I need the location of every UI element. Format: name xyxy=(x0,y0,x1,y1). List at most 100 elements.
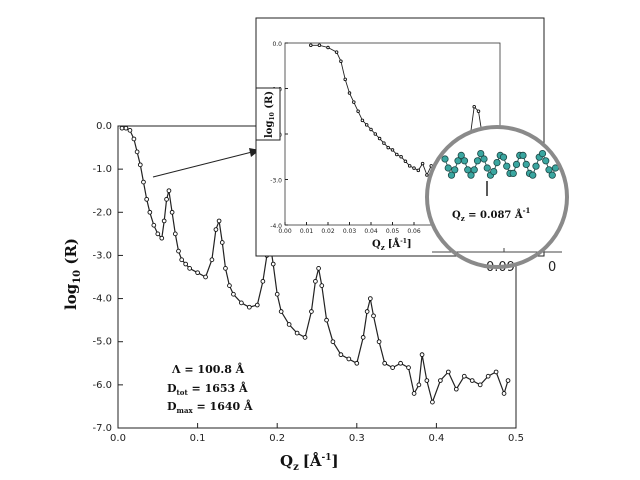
inset-y-label-log: log xyxy=(264,121,275,138)
inset-x-axis-label: Qz [Å-1] xyxy=(372,238,412,252)
main-data-point xyxy=(302,335,308,340)
zoom-data-point xyxy=(483,164,491,172)
zoom-data-point xyxy=(522,160,530,168)
main-y-tick-label-4: -4.0 xyxy=(92,294,112,305)
inset-pointer-arrow xyxy=(152,151,253,178)
main-x-label-unit: [Å xyxy=(303,452,322,470)
inset-data-point xyxy=(425,173,429,177)
main-data-point xyxy=(324,317,329,323)
main-data-point xyxy=(501,391,507,396)
main-data-point xyxy=(119,125,125,131)
main-data-point xyxy=(183,261,189,267)
main-x-label-q: Q xyxy=(280,452,293,470)
inset-data-point xyxy=(377,136,382,141)
inset-data-point xyxy=(416,168,421,173)
inset-data-point xyxy=(309,43,313,48)
inset-x-label-q: Q xyxy=(372,239,381,250)
main-data-point xyxy=(159,235,165,241)
zoom-data-point xyxy=(493,159,501,167)
zoom-data-point xyxy=(529,171,537,179)
lambda-annotation: Λ = 100.8 Å xyxy=(171,362,245,376)
main-data-point xyxy=(477,382,483,388)
main-data-point xyxy=(223,266,228,271)
main-data-point xyxy=(203,274,208,280)
main-data-point xyxy=(147,209,153,215)
main-data-point xyxy=(166,188,172,194)
inset-data-point xyxy=(412,166,416,170)
main-data-point xyxy=(151,222,157,228)
main-data-point xyxy=(286,322,292,327)
main-data-point xyxy=(254,302,260,308)
dtot-sub: tot xyxy=(177,388,189,397)
main-data-point xyxy=(330,339,336,345)
main-data-point xyxy=(278,309,284,314)
main-data-point xyxy=(469,378,475,383)
inset-y-label-arg: (R) xyxy=(264,91,275,112)
main-data-point xyxy=(338,352,344,358)
inset-x-label-unit: [Å xyxy=(388,238,401,250)
inset-x-tick-label-2: 0.02 xyxy=(321,228,335,235)
main-data-point xyxy=(419,352,425,358)
main-data-point xyxy=(485,373,491,379)
inset-x-tick-label-0: 0.00 xyxy=(278,228,292,235)
zoom-data-point xyxy=(460,157,469,165)
inset-x-tick-label-3: 0.03 xyxy=(343,228,357,235)
inset-data-point xyxy=(352,100,356,104)
inset-data-point xyxy=(364,123,369,127)
inset-data-point xyxy=(339,59,343,63)
main-data-point xyxy=(390,365,395,370)
main-y-tick-label-1: -1.0 xyxy=(92,164,112,175)
inset-y-tick-label-3: -3.0 xyxy=(270,178,282,185)
main-data-point xyxy=(141,179,146,185)
main-x-label-close: ] xyxy=(332,452,339,470)
main-data-point xyxy=(445,369,451,375)
zoom-data-point xyxy=(444,164,452,172)
inset-data-point xyxy=(326,45,330,50)
inset-x-label-close: ] xyxy=(407,239,412,250)
zoom-annotation: Qz = 0.087 Å-1 xyxy=(452,206,531,223)
main-y-tick-label-3: -3.0 xyxy=(92,250,112,261)
main-data-point xyxy=(398,360,403,366)
main-data-point xyxy=(155,231,161,237)
main-data-point xyxy=(364,309,370,314)
main-data-point xyxy=(416,382,422,388)
zoom-data-point xyxy=(532,162,540,170)
main-data-point xyxy=(493,369,499,375)
dmax-annotation: Dmax = 1640 Å xyxy=(167,399,253,415)
main-data-point xyxy=(367,296,373,301)
main-y-axis-label: log10 (R) xyxy=(62,238,83,310)
zoom-annotation-sub: z xyxy=(461,214,465,223)
main-data-point xyxy=(424,378,430,383)
main-data-point xyxy=(430,399,435,405)
main-data-point xyxy=(227,283,232,288)
main-data-point xyxy=(187,266,192,271)
dmax-sub: max xyxy=(177,406,194,415)
zoom-data-point xyxy=(538,150,547,158)
inset-data-point xyxy=(317,43,322,48)
zoom-data-point xyxy=(503,162,511,170)
main-data-point xyxy=(294,330,300,336)
main-data-point xyxy=(239,300,244,306)
main-x-tick-label-0: 0.0 xyxy=(110,433,126,444)
inset-y-label-sub: 10 xyxy=(269,112,276,120)
main-x-tick-label-3: 0.3 xyxy=(349,433,365,444)
dtot-prefix: D xyxy=(167,382,177,395)
inset-x-tick-label-1: 0.01 xyxy=(300,228,314,235)
zoom-data-point xyxy=(519,151,527,159)
main-data-point xyxy=(176,248,181,254)
main-x-tick-label-1: 0.1 xyxy=(190,433,206,444)
main-x-axis-label: Qz [Å-1] xyxy=(280,452,339,473)
inset-data-point xyxy=(334,50,339,54)
inset-y-tick-label-4: -4.0 xyxy=(270,223,282,230)
dmax-prefix: D xyxy=(167,400,177,413)
main-x-tick-label-2: 0.2 xyxy=(269,433,285,444)
main-data-point xyxy=(123,125,129,131)
inset-data-point xyxy=(407,164,412,168)
main-data-point xyxy=(270,261,276,267)
inset-y-axis-label: log10 (R) xyxy=(264,91,276,138)
main-data-point xyxy=(164,196,169,202)
main-y-tick-label-2: -2.0 xyxy=(92,207,112,218)
main-data-point xyxy=(216,218,222,224)
zoom-data-point xyxy=(545,166,553,174)
